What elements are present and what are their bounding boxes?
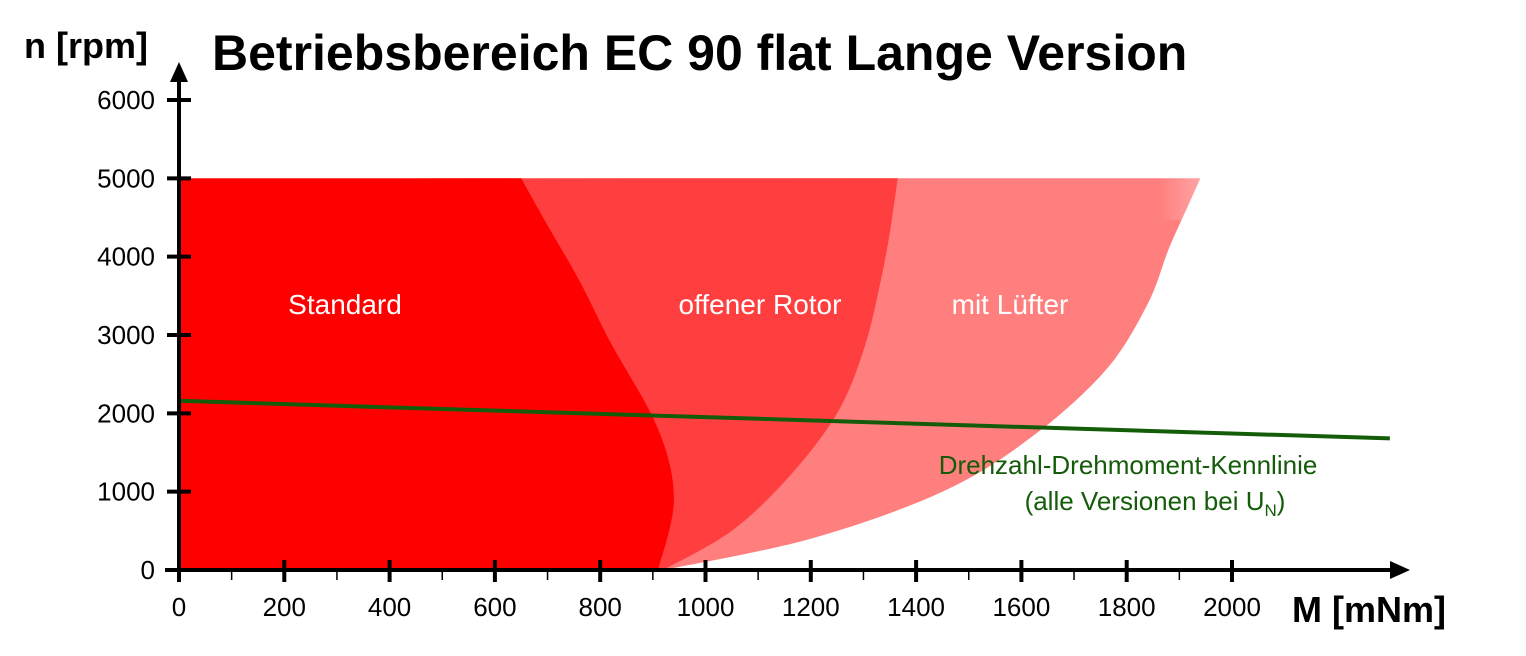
x-tick-label: 0 bbox=[172, 592, 186, 622]
x-tick-label: 200 bbox=[263, 592, 306, 622]
axes-layer bbox=[165, 62, 1410, 582]
labels-layer: 0 200 400 600 800 1000 1200 1400 1600 1800 2000 0 10… bbox=[97, 85, 1261, 622]
regions-layer bbox=[179, 178, 1201, 571]
y-tick-label: 6000 bbox=[97, 85, 155, 115]
y-tick-label: 4000 bbox=[97, 242, 155, 272]
x-axis-arrow bbox=[1390, 561, 1410, 579]
x-tick-label: 1000 bbox=[677, 592, 735, 622]
x-tick-label: 1800 bbox=[1098, 592, 1156, 622]
y-tick-label: 1000 bbox=[97, 477, 155, 507]
x-tick-label: 2000 bbox=[1203, 592, 1261, 622]
chart-title: Betriebsbereich EC 90 flat Lange Version bbox=[212, 25, 1187, 81]
region-label-standard: Standard bbox=[288, 289, 402, 320]
x-tick-label: 1400 bbox=[887, 592, 945, 622]
y-tick-label: 0 bbox=[141, 555, 155, 585]
y-tick-label: 5000 bbox=[97, 163, 155, 193]
y-axis-title: n [rpm] bbox=[24, 25, 148, 66]
x-tick-label: 400 bbox=[368, 592, 411, 622]
characteristic-label-line2-main: (alle Versionen bei U bbox=[1025, 486, 1265, 516]
y-tick-label: 2000 bbox=[97, 398, 155, 428]
lines-layer bbox=[178, 398, 1390, 441]
characteristic-label-line1: Drehzahl-Drehmoment-Kennlinie bbox=[939, 450, 1318, 480]
region-label-mit-luefter: mit Lüfter bbox=[952, 289, 1069, 320]
x-tick-label: 600 bbox=[473, 592, 516, 622]
characteristic-label-line2: (alle Versionen bei UN) bbox=[1025, 486, 1286, 520]
x-tick-label: 1600 bbox=[992, 592, 1050, 622]
characteristic-line bbox=[178, 398, 1390, 441]
characteristic-label-line2-sub: N bbox=[1264, 501, 1276, 520]
x-axis-title: M [mNm] bbox=[1292, 589, 1446, 630]
x-tick-label: 800 bbox=[579, 592, 622, 622]
characteristic-label-line2-end: ) bbox=[1277, 486, 1286, 516]
x-tick-label: 1200 bbox=[782, 592, 840, 622]
y-tick-label: 3000 bbox=[97, 320, 155, 350]
region-label-offener-rotor: offener Rotor bbox=[679, 289, 842, 320]
region-standard bbox=[179, 178, 674, 571]
y-axis-arrow bbox=[170, 62, 188, 82]
fade-overlay bbox=[1160, 170, 1300, 220]
